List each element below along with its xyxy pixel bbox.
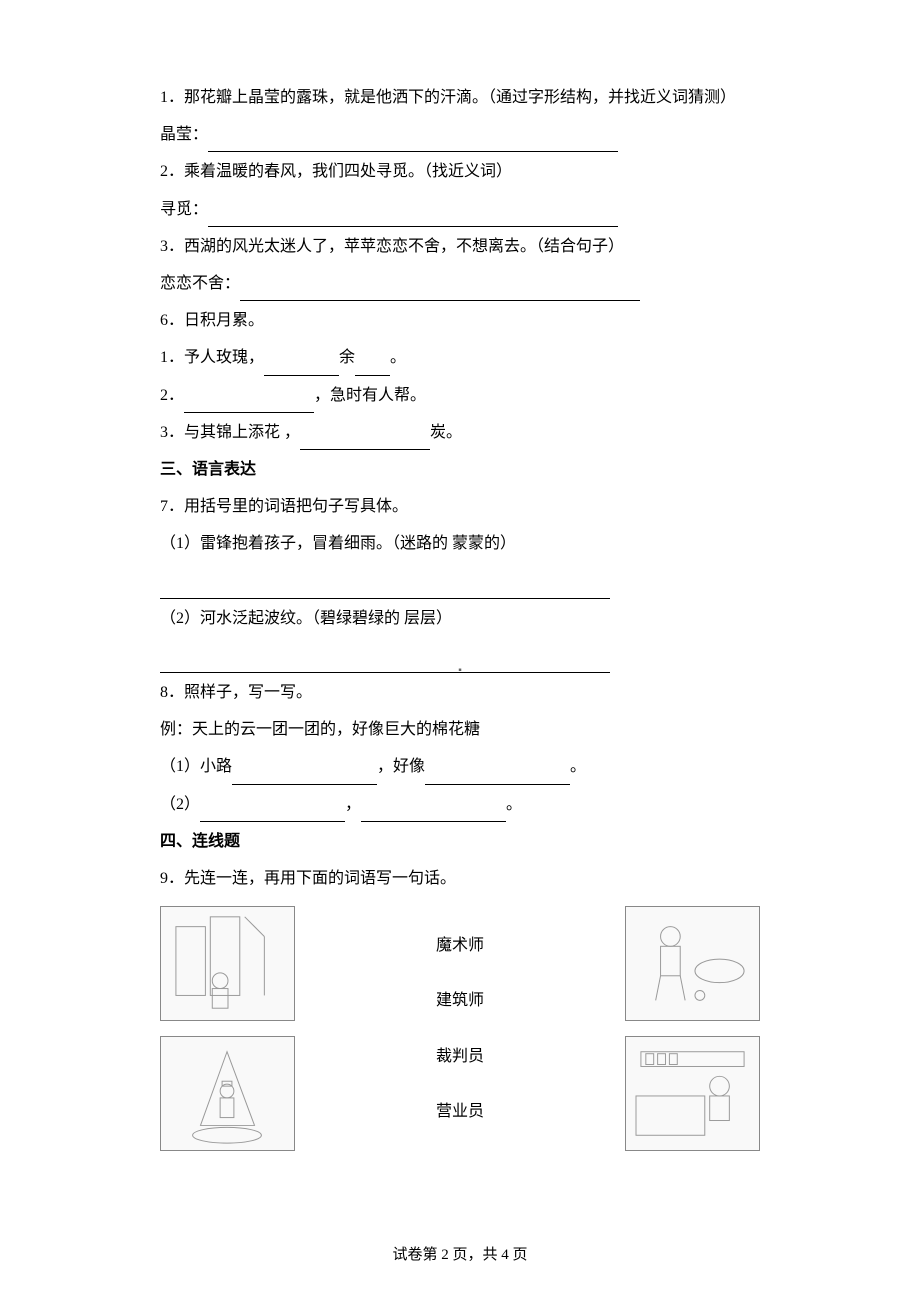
q6-i1-blank2[interactable] [355,360,390,376]
q2-line: 2．乘着温暖的春风，我们四处寻觅。（找近义词） [160,154,760,189]
q2-num: 2． [160,163,184,180]
q7-i1-blank-line [160,563,760,598]
q1-line: 1．那花瓣上晶莹的露珠，就是他洒下的汗滴。（通过字形结构，并找近义词猜测） [160,80,760,115]
q3-line: 3．西湖的风光太迷人了，苹苹恋恋不舍，不想离去。（结合句子） [160,229,760,264]
q6-i1-num: 1． [160,349,184,366]
worksheet-content: 1．那花瓣上晶莹的露珠，就是他洒下的汗滴。（通过字形结构，并找近义词猜测） 晶莹… [160,80,760,1151]
q8-i1-blank2[interactable] [425,769,570,785]
q6-i2-blank[interactable] [184,397,314,413]
q8-num: 8． [160,684,184,701]
q6-text: 日积月累。 [184,312,264,329]
q6-i1: 1．予人玫瑰， 余 。 [160,340,760,375]
q6-num: 6． [160,312,184,329]
q6-i2-post: ，急时有人帮。 [314,387,426,404]
q1-text: 那花瓣上晶莹的露珠，就是他洒下的汗滴。（通过字形结构，并找近义词猜测） [184,89,736,106]
label-salesperson[interactable]: 营业员 [436,1094,484,1129]
q3-prompt: 恋恋不舍： [160,275,240,292]
q6-i3-pre: 与其锦上添花 ， [184,424,300,441]
q6-line: 6．日积月累。 [160,303,760,338]
match-right-col [625,906,760,1151]
page-footer: 试卷第 2 页，共 4 页 [0,1239,920,1272]
q1-blank[interactable] [208,136,618,152]
q3-num: 3． [160,238,184,255]
q7-num: 7． [160,498,184,515]
q9-num: 9． [160,870,184,887]
q6-i1-blank1[interactable] [264,360,339,376]
q6-i1-post1: 余 [339,349,355,366]
img-referee[interactable] [625,906,760,1021]
label-magician[interactable]: 魔术师 [436,928,484,963]
q6-i3-blank[interactable] [300,434,430,450]
q1-num: 1． [160,89,184,106]
q3-blank[interactable] [240,285,640,301]
q6-i2-num: 2． [160,387,184,404]
q2-prompt: 寻觅： [160,201,208,218]
q8-i1-pre: （1）小路 [160,758,232,775]
img-builder[interactable] [160,906,295,1021]
q8-text: 照样子，写一写。 [184,684,312,701]
q8-i1-post: 。 [570,758,586,775]
q9-line: 9．先连一连，再用下面的词语写一句话。 [160,861,760,896]
q7-text: 用括号里的词语把句子写具体。 [184,498,408,515]
q7-line: 7．用括号里的词语把句子写具体。 [160,489,760,524]
q6-i1-post2: 。 [390,349,406,366]
match-left-col [160,906,295,1151]
q6-i3-num: 3． [160,424,184,441]
q7-i1: （1）雷锋抱着孩子，冒着细雨。（迷路的 蒙蒙的） [160,526,760,561]
q8-i2-post: 。 [506,796,522,813]
q2-answer: 寻觅： [160,192,760,227]
section4-title: 四、连线题 [160,824,760,859]
q3-answer: 恋恋不舍： [160,266,760,301]
q8-i1-mid: ，好像 [377,758,425,775]
q7-i2-blank[interactable] [160,657,610,673]
matching-section: 魔术师 建筑师 裁判员 营业员 [160,906,760,1151]
q3-text: 西湖的风光太迷人了，苹苹恋恋不舍，不想离去。（结合句子） [184,238,624,255]
page-dot-marker: ▪ [458,660,462,682]
img-magician[interactable] [160,1036,295,1151]
q8-i2-blank1[interactable] [200,806,345,822]
q6-i1-pre: 予人玫瑰， [184,349,264,366]
q6-i3-post: 炭。 [430,424,462,441]
img-salesperson[interactable] [625,1036,760,1151]
q8-example: 例：天上的云一团一团的，好像巨大的棉花糖 [160,712,760,747]
q6-i2: 2． ，急时有人帮。 [160,378,760,413]
q6-i3: 3．与其锦上添花 ， 炭。 [160,415,760,450]
q8-i2-mid: ， [345,796,361,813]
q1-answer: 晶莹： [160,117,760,152]
q7-i1-blank[interactable] [160,583,610,599]
q8-i2-blank2[interactable] [361,806,506,822]
label-referee[interactable]: 裁判员 [436,1039,484,1074]
match-labels: 魔术师 建筑师 裁判员 营业员 [436,928,484,1129]
q7-i2: （2）河水泛起波纹。（碧绿碧绿的 层层） [160,601,760,636]
q1-prompt: 晶莹： [160,126,208,143]
q8-i2-pre: （2） [160,796,200,813]
q9-text: 先连一连，再用下面的词语写一句话。 [184,870,456,887]
label-builder[interactable]: 建筑师 [436,983,484,1018]
section3-title: 三、语言表达 [160,452,760,487]
q8-i1-blank1[interactable] [232,769,377,785]
q8-i2: （2） ， 。 [160,787,760,822]
q2-text: 乘着温暖的春风，我们四处寻觅。（找近义词） [184,163,512,180]
q8-i1: （1）小路 ，好像 。 [160,749,760,784]
q2-blank[interactable] [208,211,618,227]
